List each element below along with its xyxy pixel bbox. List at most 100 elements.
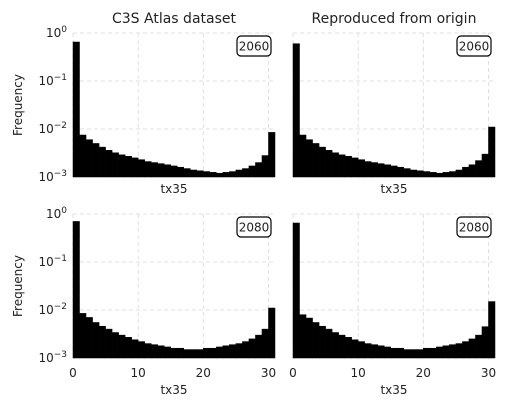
x-tick-label: 20 bbox=[196, 366, 211, 380]
histogram-bar bbox=[248, 338, 256, 359]
x-tick-label: 30 bbox=[261, 366, 276, 380]
histogram-bar bbox=[351, 339, 359, 359]
histogram-bar bbox=[462, 166, 470, 178]
year-badge-label: 2080 bbox=[239, 221, 270, 235]
histogram-bar bbox=[397, 166, 405, 178]
histogram-bar bbox=[449, 344, 457, 359]
y-tick-label: 10−2 bbox=[38, 302, 67, 317]
histogram-bar bbox=[203, 171, 211, 178]
histogram-bar bbox=[338, 334, 346, 359]
histogram-bar bbox=[403, 168, 411, 178]
histogram-bar bbox=[85, 139, 93, 178]
histogram-bar bbox=[462, 341, 470, 359]
x-axis-label: tx35 bbox=[380, 182, 407, 196]
histogram-bar bbox=[196, 170, 204, 178]
histogram-bar bbox=[111, 332, 119, 359]
histogram-bar bbox=[261, 328, 269, 359]
histogram-bar bbox=[475, 160, 483, 178]
panel-2: 2060 Reproduced from origin tx35 bbox=[292, 11, 496, 196]
histogram-bar bbox=[357, 159, 365, 178]
y-tick-label: 100 bbox=[46, 206, 67, 221]
histogram-bar bbox=[423, 347, 431, 359]
histogram-bar bbox=[468, 164, 476, 178]
histogram-bar bbox=[305, 139, 313, 178]
histogram-bar bbox=[144, 343, 152, 359]
x-tick-label: 20 bbox=[416, 366, 431, 380]
histogram-bar bbox=[98, 146, 106, 178]
histogram-bar bbox=[397, 347, 405, 359]
histogram-bar bbox=[216, 172, 224, 178]
histogram-bar bbox=[131, 157, 139, 178]
x-tick-label: 0 bbox=[289, 366, 297, 380]
histogram-bar bbox=[292, 43, 300, 178]
histogram-bar bbox=[196, 349, 204, 359]
year-badge-label: 2060 bbox=[239, 40, 270, 54]
histogram-bar bbox=[331, 332, 339, 359]
x-axis-label: tx35 bbox=[160, 383, 187, 397]
y-tick-label: 10−3 bbox=[38, 169, 67, 184]
histogram-bar bbox=[92, 143, 100, 178]
histogram-bar bbox=[177, 166, 185, 178]
histogram-bar bbox=[79, 313, 87, 359]
histogram-bar bbox=[235, 343, 243, 359]
histogram-bar bbox=[111, 152, 119, 178]
histogram-bar bbox=[216, 346, 224, 359]
x-axis-label: tx35 bbox=[380, 383, 407, 397]
histogram-bar bbox=[423, 171, 431, 178]
histogram-bar bbox=[229, 171, 237, 178]
histogram-bar bbox=[268, 132, 276, 178]
histogram-bar bbox=[150, 162, 158, 178]
histogram-bar bbox=[118, 154, 126, 178]
histogram-bar bbox=[410, 169, 418, 178]
year-badge bbox=[456, 216, 492, 238]
histogram-bar bbox=[325, 328, 333, 359]
histogram-bar bbox=[344, 156, 352, 178]
x-tick-label: 0 bbox=[69, 366, 77, 380]
histogram-bar bbox=[475, 334, 483, 359]
year-badge-label: 2060 bbox=[459, 40, 490, 54]
histogram-bar bbox=[163, 346, 171, 359]
histogram-bar bbox=[325, 150, 333, 178]
histogram-bar bbox=[190, 169, 198, 178]
histogram-bar bbox=[481, 153, 489, 178]
histogram-bar bbox=[468, 338, 476, 359]
histogram-bar bbox=[203, 347, 211, 359]
histogram-bar bbox=[209, 172, 217, 178]
histogram-bar bbox=[357, 341, 365, 359]
year-badge-label: 2080 bbox=[459, 221, 490, 235]
histogram-bar bbox=[312, 322, 320, 359]
histogram-bar bbox=[72, 41, 80, 178]
y-axis-label: Frequency bbox=[11, 255, 25, 317]
histogram-bar bbox=[131, 339, 139, 359]
histogram-bar bbox=[170, 165, 178, 178]
histogram-bar bbox=[416, 349, 424, 359]
histogram-bar bbox=[118, 334, 126, 359]
histogram-bar bbox=[351, 157, 359, 178]
histogram-bar bbox=[248, 165, 256, 178]
histogram-bar bbox=[312, 143, 320, 178]
histogram-bar bbox=[364, 161, 372, 178]
histogram-bar bbox=[429, 347, 437, 359]
histogram-bar bbox=[79, 134, 87, 178]
histogram-bar bbox=[305, 317, 313, 359]
histogram-bar bbox=[92, 322, 100, 359]
histogram-bar bbox=[370, 344, 378, 359]
histogram-bar bbox=[222, 345, 230, 359]
histogram-bar bbox=[222, 172, 230, 178]
histogram-bar bbox=[183, 349, 191, 359]
histogram-bar bbox=[124, 156, 132, 178]
histogram-bar bbox=[85, 317, 93, 359]
histogram-bar bbox=[105, 150, 113, 178]
histogram-bar bbox=[235, 169, 243, 178]
histogram-bar bbox=[209, 347, 217, 359]
histogram-bar bbox=[331, 152, 339, 178]
panel-4: 2080 tx35 0 10 20 30 bbox=[289, 213, 496, 397]
histogram-bar bbox=[190, 349, 198, 359]
histogram-bar bbox=[157, 345, 165, 359]
y-axis-label: Frequency bbox=[11, 74, 25, 136]
panel-3: 2080 tx35 0 10 20 30 100 10−1 10−2 10−3 Frequency bbox=[11, 206, 276, 397]
histogram-bar bbox=[383, 346, 391, 359]
histogram-bar bbox=[390, 347, 398, 359]
histogram-bar bbox=[449, 171, 457, 178]
histogram-bar bbox=[488, 126, 496, 178]
